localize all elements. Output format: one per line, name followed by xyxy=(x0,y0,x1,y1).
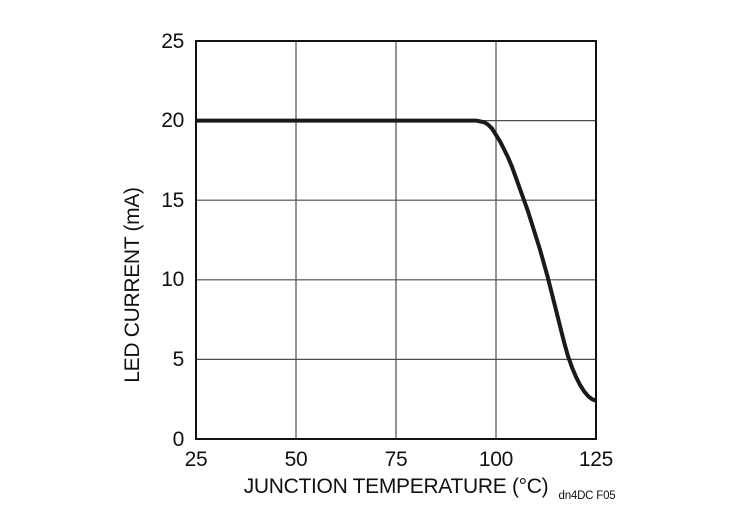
data-curve xyxy=(196,118,597,403)
x-tick-label: 100 xyxy=(478,448,514,471)
figure-note: dn4DC F05 xyxy=(558,490,616,502)
x-tick-label: 25 xyxy=(184,448,208,471)
y-tick-label: 10 xyxy=(161,268,184,292)
y-tick-label: 5 xyxy=(172,347,185,371)
x-tick-label: 50 xyxy=(284,448,308,471)
x-tick-label: 125 xyxy=(578,448,614,471)
plot-frame xyxy=(195,40,597,440)
x-axis-title: JUNCTION TEMPERATURE (°C) xyxy=(243,475,549,498)
y-tick-label: 20 xyxy=(161,109,184,133)
y-tick-label: 25 xyxy=(161,29,184,53)
y-axis-title: LED CURRENT (mA) xyxy=(121,187,144,383)
x-tick-label: 75 xyxy=(384,448,408,471)
y-tick-label: 15 xyxy=(161,188,184,212)
y-tick-label: 0 xyxy=(172,427,185,451)
